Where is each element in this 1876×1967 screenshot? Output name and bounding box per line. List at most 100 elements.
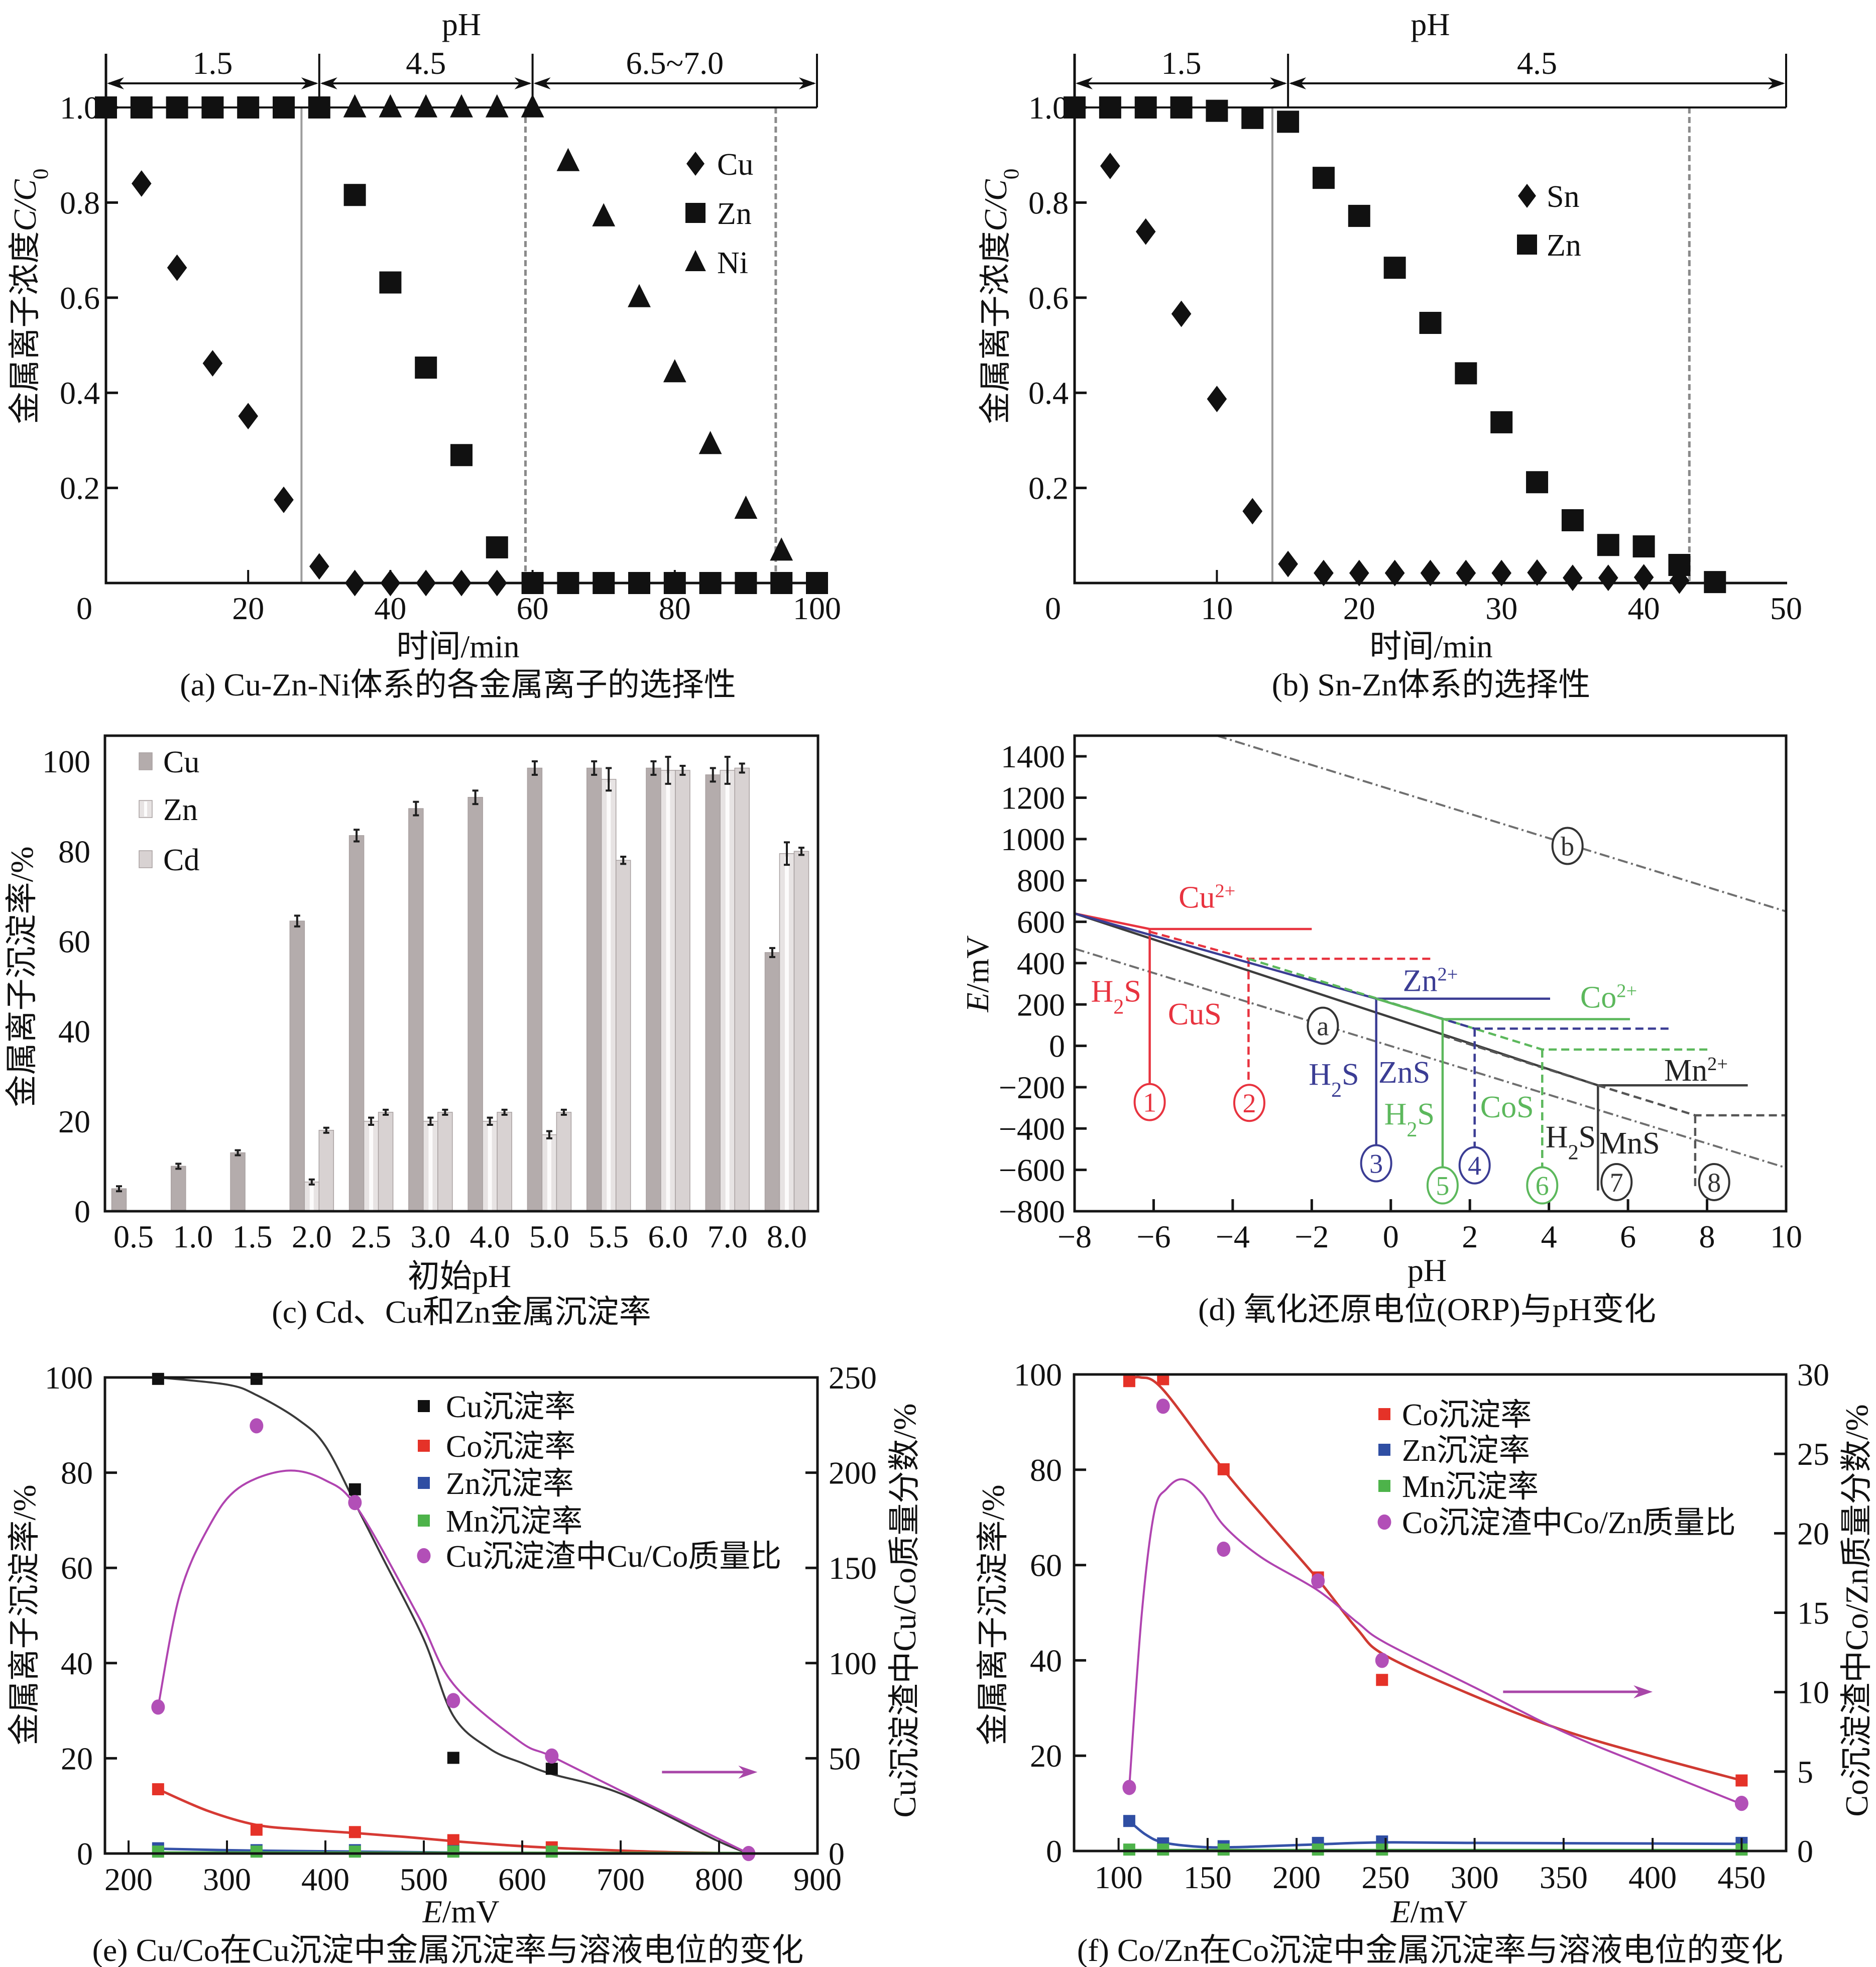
y-axis-label-part: 0	[999, 169, 1023, 180]
x-category-label: 7.0	[708, 1219, 748, 1254]
circle-outline-icon	[1133, 1083, 1166, 1121]
circle-outline-icon	[1233, 1084, 1265, 1122]
zn-data-point	[593, 572, 615, 594]
x-tick-label: 100	[1095, 1860, 1143, 1895]
sn-data-point	[1598, 564, 1618, 591]
zn-data-point	[308, 96, 330, 119]
legend-label: Cd	[163, 843, 199, 877]
x-tick-label: 0	[1045, 591, 1061, 626]
x-tick-label: 500	[400, 1862, 448, 1897]
circle-outline-icon	[1551, 827, 1584, 865]
co-precipitation-rate-data-point	[152, 1783, 164, 1796]
ph-stage-bracket: 1.5	[107, 45, 318, 89]
zn-data-point	[415, 357, 437, 379]
co-precipitation-rate-data-point	[250, 1823, 263, 1836]
x-tick-label: 20	[1343, 591, 1375, 626]
left-y-tick-label: 40	[1030, 1643, 1062, 1678]
cu-bar	[527, 767, 543, 1212]
zn-data-point	[1206, 99, 1228, 122]
legend-item: Cu沉淀渣中Cu/Co质量比	[417, 1540, 781, 1574]
x-tick-label: 10	[1770, 1219, 1802, 1254]
cu-precipitation-rate-data-point	[152, 1372, 164, 1385]
zn-data-point	[1383, 257, 1406, 279]
x-category-label: 5.0	[529, 1219, 569, 1254]
cu-co-mass-ratio-data-point	[348, 1495, 362, 1511]
y-tick-label: −400	[999, 1111, 1065, 1146]
legend-item: Zn沉淀率	[1378, 1434, 1530, 1468]
ph-stage-bracket: 6.5~7.0	[533, 45, 816, 89]
cu-precipitation-rate-data-point	[250, 1372, 263, 1385]
sn-data-point	[1207, 386, 1227, 412]
species-label-part: 2+	[1215, 881, 1235, 902]
right-y-tick-label: 10	[1797, 1675, 1829, 1710]
arrowhead-right-icon	[1270, 77, 1287, 89]
error-bar	[294, 914, 300, 928]
x-tick-label: 400	[1628, 1860, 1677, 1895]
error-bar	[784, 841, 790, 866]
legend-item: Zn	[1517, 228, 1581, 263]
co-zn-mass-ratio-fit-curve	[1128, 1478, 1740, 1804]
plot-frame	[103, 1376, 819, 1855]
y-tick-label: 1000	[1001, 822, 1065, 857]
left-y-axis-label-part: 金属离子沉淀率/%	[7, 1484, 42, 1745]
co-zn-mass-ratio-data-point	[1217, 1541, 1231, 1557]
error-bar	[472, 789, 479, 805]
x-tick-label: 2	[1462, 1219, 1478, 1254]
y-tick-label: 60	[58, 923, 90, 959]
x-tick-label: 300	[1451, 1860, 1499, 1895]
zn-precipitation-rate-data-point	[1123, 1815, 1135, 1827]
x-tick-label: 0	[1383, 1219, 1399, 1254]
circle-outline-icon	[1458, 1146, 1491, 1185]
legend-item: Cu	[139, 745, 199, 779]
x-tick-label: −8	[1058, 1219, 1092, 1254]
cu-bar	[705, 774, 721, 1212]
cu-data-point	[202, 350, 223, 377]
x-tick-label: 900	[793, 1862, 842, 1897]
arrowhead-icon	[738, 1765, 758, 1779]
species-label: CuS	[1168, 997, 1222, 1031]
arrowhead-left-icon	[107, 77, 124, 89]
mn-precipitation-rate-data-point	[447, 1845, 459, 1858]
species-label: Co2+	[1580, 981, 1637, 1015]
zn-data-point	[1064, 96, 1086, 119]
panel-caption: (b) Sn-Zn体系的选择性	[1272, 667, 1591, 703]
zn-bar-stripe	[428, 1124, 433, 1211]
y-axis-label-part: 金属离子浓度	[978, 231, 1013, 424]
error-bar	[234, 1149, 241, 1156]
mn-precipitation-rate-points	[152, 1845, 558, 1858]
y-axis-label-part: C/C	[7, 179, 43, 231]
error-bar	[724, 756, 731, 785]
zn-data-point	[1632, 535, 1655, 558]
x-category-label: 0.5	[113, 1219, 154, 1254]
species-label-part: CoS	[1480, 1090, 1534, 1124]
arrowhead-right-icon	[301, 77, 318, 89]
zn-bar-stripe	[547, 1137, 551, 1211]
species-label: MnS	[1599, 1126, 1660, 1161]
circle-outline-icon	[1360, 1144, 1392, 1183]
legend-label: Cu	[163, 745, 199, 779]
cu-bar	[171, 1166, 186, 1212]
y-tick-label: 0.4	[60, 375, 100, 411]
zn-data-point	[1704, 571, 1726, 594]
species-label-part: H	[1546, 1120, 1568, 1154]
cd-bar	[556, 1112, 572, 1212]
x-category-label: 1.5	[232, 1219, 273, 1254]
species-label-part: H	[1309, 1058, 1331, 1092]
zn-bar-stripe	[785, 856, 789, 1211]
species-label-part: 2	[1568, 1140, 1579, 1164]
x-tick-label: 100	[793, 591, 841, 626]
region-marker-b: b	[1551, 827, 1584, 865]
cd-bar	[437, 1112, 453, 1212]
panel-a-cu-zn-ni-selectivity: pH 1.5 4.5 6.5~7.0 0.2 0.4 0.6 0.8 1.0 0 20 40 60 80 1…	[7, 7, 841, 703]
left-y-tick-label: 80	[61, 1455, 93, 1491]
zn-data-point	[557, 572, 579, 594]
mn-precipitation-rate-data-point	[1217, 1843, 1230, 1856]
panel-b-sn-zn-selectivity: pH 1.5 4.5 0.2 0.4 0.6 0.8 1.0 0 10 20 30 40 50 Sn Zn 时间…	[978, 7, 1802, 703]
zn-bar-stripe	[369, 1124, 374, 1211]
error-bar	[116, 1185, 122, 1193]
mn-precipitation-rate-data-point	[250, 1845, 263, 1858]
legend-item: Co沉淀渣中Co/Zn质量比	[1377, 1506, 1736, 1540]
legend-label: Cu沉淀渣中Cu/Co质量比	[446, 1540, 781, 1574]
